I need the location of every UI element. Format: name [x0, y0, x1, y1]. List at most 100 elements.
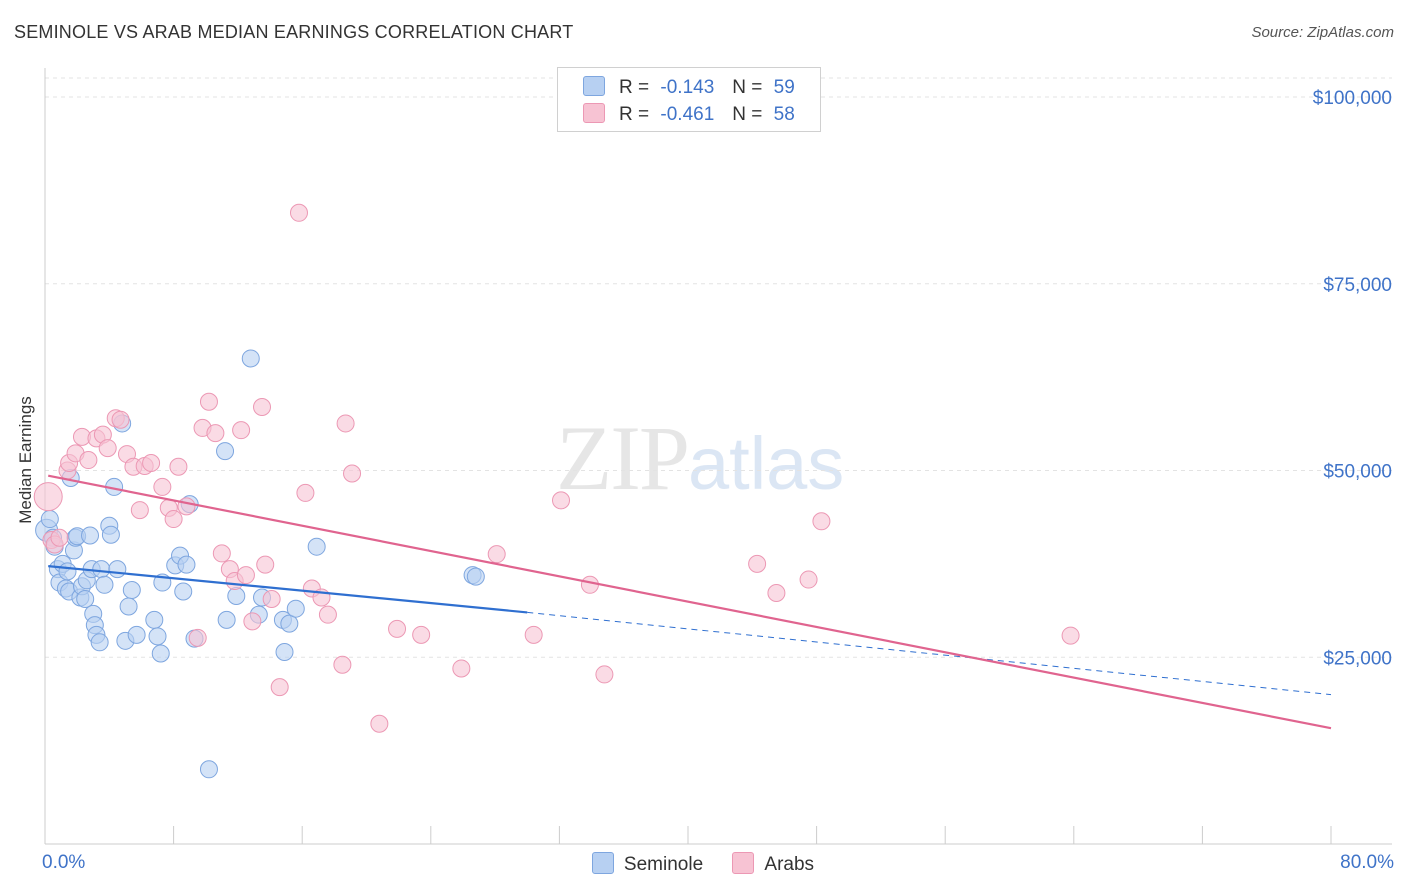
y-axis-label: Median Earnings [16, 396, 35, 524]
arabs-point [388, 619, 407, 638]
arabs-point [199, 392, 218, 411]
arabs-point [130, 501, 149, 520]
arabs-point [1061, 626, 1080, 645]
zipatlas-watermark: ZIPatlas [556, 405, 844, 511]
seminole-point [127, 625, 146, 644]
seminole-point [241, 349, 260, 368]
arabs-point [169, 457, 188, 476]
arabs-point [188, 628, 207, 647]
arabs-point [243, 612, 262, 631]
arabs-point [79, 451, 98, 470]
arabs-point [206, 424, 225, 443]
arabs-point [296, 483, 315, 502]
seminole-point [227, 586, 246, 605]
seminole-point [119, 597, 138, 616]
arabs-point [767, 584, 786, 603]
series-legend-arabs: Arabs [732, 852, 814, 876]
legend-r-label: R = [619, 104, 650, 125]
legend-swatch-seminole [583, 76, 605, 96]
seminole-point [122, 581, 141, 600]
seminole-point [151, 644, 170, 663]
chart-title: SEMINOLE VS ARAB MEDIAN EARNINGS CORRELA… [14, 22, 574, 42]
legend-n-value: 58 [773, 104, 795, 125]
seminole-point [108, 560, 127, 579]
arabs-point [50, 528, 69, 547]
arabs-point [236, 566, 255, 585]
series-swatch-arabs [732, 852, 755, 874]
arabs-point [111, 410, 130, 429]
seminole-point [216, 442, 235, 461]
seminole-point [92, 560, 111, 579]
seminole-point [58, 562, 77, 581]
legend-n-value: 59 [773, 77, 795, 98]
series-name-arabs: Arabs [764, 854, 815, 875]
arabs-point [256, 555, 275, 574]
x-tick-min: 0.0% [42, 852, 86, 873]
legend-n-label: N = [732, 77, 763, 98]
arabs-point [580, 575, 599, 594]
arabs-point [336, 414, 355, 433]
seminole-point [40, 510, 59, 529]
seminole-point [286, 599, 305, 618]
arabs-point [799, 570, 818, 589]
watermark-zip: ZIP [556, 407, 690, 509]
arabs-point [343, 464, 362, 483]
seminole-point [145, 610, 164, 629]
arabs-point [289, 203, 308, 222]
seminole-point [199, 760, 218, 779]
seminole-trend-extension [527, 611, 1332, 696]
series-swatch-seminole [591, 852, 614, 874]
series-legend-seminole: Seminole [591, 852, 704, 876]
arabs-point [153, 477, 172, 496]
arabs-point [552, 491, 571, 510]
series-name-seminole: Seminole [623, 854, 704, 875]
arabs-point [524, 625, 543, 644]
seminole-point [148, 627, 167, 646]
y-tick-label: $75,000 [1323, 275, 1392, 296]
seminole-point [90, 633, 109, 652]
seminole-point [275, 643, 294, 662]
legend-r-value: -0.143 [660, 77, 715, 98]
seminole-point [307, 537, 326, 556]
arabs-point [177, 497, 196, 516]
seminole-point [466, 567, 485, 586]
y-tick-label: $25,000 [1323, 648, 1392, 669]
legend-r-value: -0.461 [660, 104, 715, 125]
legend-row-seminole: R = -0.143 N = 59 [583, 76, 795, 99]
legend-row-arabs: R = -0.461 N = 58 [583, 103, 795, 126]
seminole-trend-line [48, 565, 528, 614]
arabs-point [164, 510, 183, 529]
seminole-point [101, 525, 120, 544]
seminole-point [76, 589, 95, 608]
arabs-points [33, 203, 1080, 733]
seminole-point [81, 526, 100, 545]
source-credit: Source: ZipAtlas.com [1251, 24, 1394, 41]
arabs-point [318, 605, 337, 624]
arabs-trend-line [48, 474, 1332, 730]
arabs-point [812, 512, 831, 531]
x-tick-max: 80.0% [1340, 852, 1394, 873]
y-tick-label: $100,000 [1313, 88, 1392, 109]
arabs-point [98, 439, 117, 458]
arabs-point [232, 421, 251, 440]
seminole-point [174, 582, 193, 601]
legend-r-label: R = [619, 77, 650, 98]
arabs-point [270, 678, 289, 697]
legend-n-label: N = [732, 104, 763, 125]
arabs-point [412, 625, 431, 644]
arabs-point [253, 398, 272, 417]
arabs-point [452, 659, 471, 678]
arabs-point [142, 454, 161, 473]
arabs-point [370, 714, 389, 733]
arabs-point [212, 544, 231, 563]
seminole-point [217, 610, 236, 629]
trend-lines [48, 474, 1332, 730]
arabs-point [262, 589, 281, 608]
legend-swatch-arabs [583, 103, 605, 123]
series-legend: Seminole Arabs [0, 852, 1406, 876]
watermark-atlas: atlas [688, 422, 845, 505]
seminole-point [177, 555, 196, 574]
y-tick-label: $50,000 [1323, 462, 1392, 483]
tick-labels: $25,000 $50,000 $75,000 $100,000 [1313, 88, 1392, 669]
